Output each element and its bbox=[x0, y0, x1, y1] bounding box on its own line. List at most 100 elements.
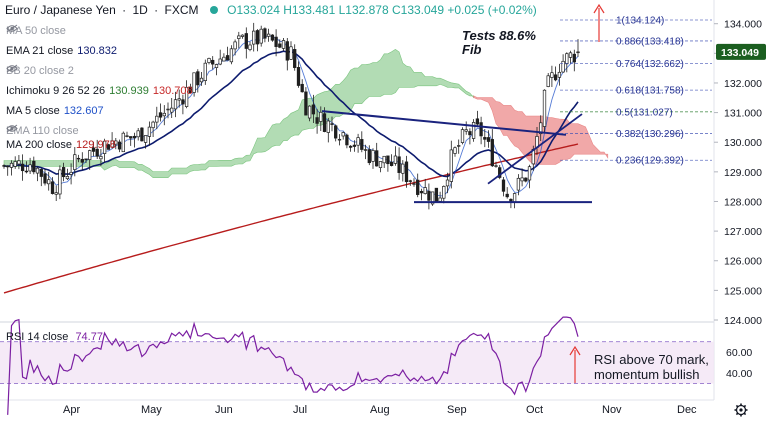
candle-body[interactable] bbox=[553, 74, 558, 81]
candle-body[interactable] bbox=[192, 72, 196, 93]
candle-body[interactable] bbox=[356, 137, 360, 146]
candle-body[interactable] bbox=[527, 166, 532, 181]
candle-body[interactable] bbox=[516, 177, 521, 191]
indicator-row[interactable]: BB 20 close 2 bbox=[6, 64, 92, 78]
candle-body[interactable] bbox=[35, 167, 40, 174]
candle-body[interactable] bbox=[248, 44, 252, 50]
candle-body[interactable] bbox=[315, 117, 319, 124]
candle-body[interactable] bbox=[490, 139, 494, 167]
candle-body[interactable] bbox=[229, 48, 234, 63]
candle-body[interactable] bbox=[416, 179, 420, 195]
candle-body[interactable] bbox=[419, 190, 424, 194]
candle-body[interactable] bbox=[76, 157, 81, 160]
candle-body[interactable] bbox=[352, 144, 357, 147]
candle-body[interactable] bbox=[471, 122, 476, 139]
candle-body[interactable] bbox=[300, 83, 304, 93]
trendline-rising[interactable] bbox=[487, 113, 583, 185]
candle-body[interactable] bbox=[177, 98, 181, 101]
candle-body[interactable] bbox=[110, 140, 114, 148]
candle-body[interactable] bbox=[296, 67, 301, 86]
candle-body[interactable] bbox=[117, 141, 122, 150]
candle-body[interactable] bbox=[151, 121, 155, 129]
candle-body[interactable] bbox=[468, 131, 472, 136]
candle-body[interactable] bbox=[2, 165, 6, 167]
candle-body[interactable] bbox=[270, 34, 275, 41]
candle-body[interactable] bbox=[28, 164, 32, 172]
candle-body[interactable] bbox=[460, 129, 465, 143]
candle-body[interactable] bbox=[47, 179, 51, 185]
candle-body[interactable] bbox=[237, 35, 241, 39]
indicator-row[interactable]: MA 5 close 132.607 bbox=[6, 104, 104, 118]
candle-body[interactable] bbox=[50, 181, 55, 194]
candle-body[interactable] bbox=[158, 112, 163, 118]
candle-body[interactable] bbox=[88, 150, 92, 160]
candle-body[interactable] bbox=[9, 162, 14, 168]
indicator-row[interactable]: Ichimoku 9 26 52 26 130.939 130.708 bbox=[6, 84, 193, 98]
hidden-eye-icon[interactable] bbox=[6, 64, 92, 75]
candle-body[interactable] bbox=[214, 64, 219, 68]
settings-gear-icon[interactable] bbox=[734, 403, 748, 417]
candle-body[interactable] bbox=[401, 163, 405, 174]
candle-body[interactable] bbox=[278, 43, 282, 48]
candle-body[interactable] bbox=[568, 52, 573, 58]
indicator-row[interactable]: MA 50 close bbox=[6, 24, 84, 38]
candle-body[interactable] bbox=[494, 165, 498, 167]
candle-body[interactable] bbox=[170, 107, 174, 113]
candle-body[interactable] bbox=[125, 135, 129, 137]
candle-body[interactable] bbox=[464, 129, 468, 132]
candle-body[interactable] bbox=[255, 30, 260, 45]
candle-body[interactable] bbox=[252, 30, 256, 45]
candle-body[interactable] bbox=[99, 156, 103, 160]
candle-body[interactable] bbox=[561, 60, 565, 73]
candle-body[interactable] bbox=[572, 53, 576, 63]
candle-body[interactable] bbox=[423, 187, 427, 194]
candle-body[interactable] bbox=[95, 148, 99, 157]
candle-body[interactable] bbox=[576, 51, 580, 54]
candle-body[interactable] bbox=[17, 160, 21, 165]
candle-body[interactable] bbox=[240, 34, 245, 37]
candle-body[interactable] bbox=[102, 140, 107, 154]
candle-body[interactable] bbox=[222, 56, 226, 62]
candle-body[interactable] bbox=[498, 167, 502, 178]
candle-body[interactable] bbox=[550, 72, 554, 78]
hidden-eye-icon[interactable] bbox=[6, 124, 97, 135]
candle-body[interactable] bbox=[445, 179, 450, 187]
candle-body[interactable] bbox=[84, 158, 88, 161]
candle-body[interactable] bbox=[334, 125, 338, 139]
candle-body[interactable] bbox=[341, 132, 345, 137]
candle-body[interactable] bbox=[501, 179, 506, 192]
candle-body[interactable] bbox=[546, 75, 550, 87]
candle-body[interactable] bbox=[266, 33, 271, 37]
candle-body[interactable] bbox=[367, 149, 371, 164]
candle-body[interactable] bbox=[382, 155, 386, 164]
candle-body[interactable] bbox=[244, 33, 248, 49]
candle-body[interactable] bbox=[129, 136, 133, 139]
candle-body[interactable] bbox=[140, 127, 144, 142]
indicator-row[interactable]: EMA 21 close 130.832 bbox=[6, 44, 117, 58]
candle-body[interactable] bbox=[199, 77, 204, 83]
candle-body[interactable] bbox=[54, 192, 58, 195]
candle-body[interactable] bbox=[188, 86, 193, 94]
candle-body[interactable] bbox=[263, 28, 267, 39]
candle-body[interactable] bbox=[121, 132, 125, 153]
candle-body[interactable] bbox=[196, 71, 200, 86]
candle-body[interactable] bbox=[434, 187, 439, 203]
candle-body[interactable] bbox=[386, 155, 390, 165]
candle-body[interactable] bbox=[304, 91, 308, 116]
candle-body[interactable] bbox=[132, 135, 137, 139]
candle-body[interactable] bbox=[479, 122, 483, 137]
candle-body[interactable] bbox=[486, 137, 491, 142]
candle-body[interactable] bbox=[43, 173, 47, 184]
trendline-resistance[interactable] bbox=[321, 110, 567, 136]
candle-body[interactable] bbox=[449, 149, 453, 182]
candle-body[interactable] bbox=[39, 169, 43, 177]
candle-body[interactable] bbox=[337, 138, 342, 141]
candle-body[interactable] bbox=[61, 167, 66, 178]
candle-body[interactable] bbox=[539, 122, 543, 135]
symbol-name[interactable]: Euro / Japanese Yen bbox=[5, 3, 116, 17]
candle-body[interactable] bbox=[404, 161, 409, 183]
candle-body[interactable] bbox=[348, 145, 353, 148]
rsi-legend[interactable]: RSI 14 close 74.77 bbox=[6, 330, 103, 344]
candle-body[interactable] bbox=[285, 41, 289, 61]
candle-body[interactable] bbox=[6, 165, 10, 168]
